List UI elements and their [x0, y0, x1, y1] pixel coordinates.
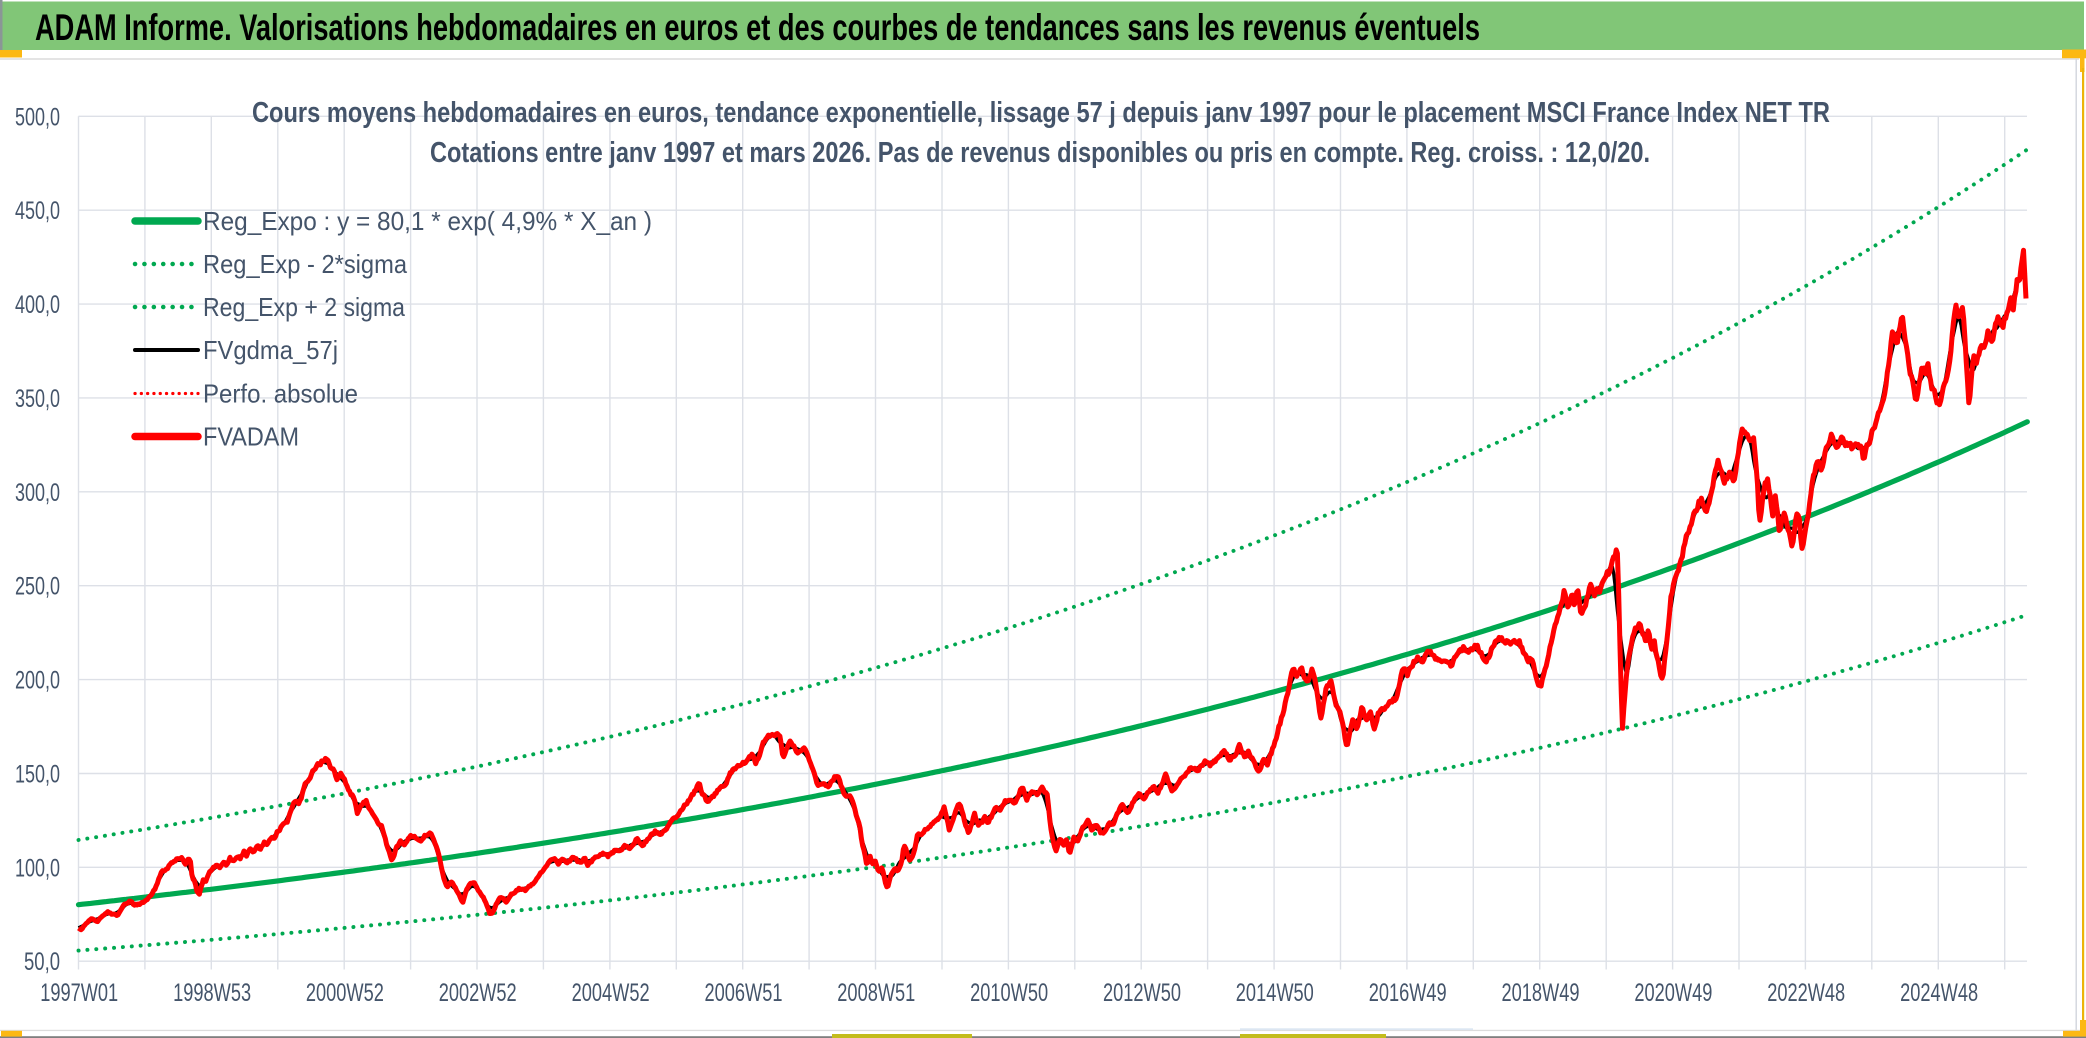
svg-text:150,0: 150,0: [15, 761, 60, 789]
svg-text:Reg_Exp - 2*sigma: Reg_Exp - 2*sigma: [203, 249, 407, 279]
svg-text:2022W48: 2022W48: [1767, 979, 1845, 1007]
svg-text:2006W51: 2006W51: [705, 979, 783, 1007]
svg-text:1997W01: 1997W01: [40, 979, 118, 1007]
svg-text:1998W53: 1998W53: [173, 979, 251, 1007]
svg-text:200,0: 200,0: [15, 667, 60, 695]
svg-text:Reg_Exp + 2 sigma: Reg_Exp + 2 sigma: [203, 292, 405, 322]
svg-text:2018W49: 2018W49: [1502, 979, 1580, 1007]
svg-text:Perfo. absolue: Perfo. absolue: [203, 379, 358, 409]
svg-text:2004W52: 2004W52: [572, 979, 650, 1007]
svg-text:Reg_Expo : y = 80,1 * exp( 4,9: Reg_Expo : y = 80,1 * exp( 4,9% * X_an ): [203, 206, 652, 236]
svg-text:Cours moyens hebdomadaires en: Cours moyens hebdomadaires en euros, ten…: [252, 97, 1830, 129]
svg-text:300,0: 300,0: [15, 479, 60, 507]
svg-text:2016W49: 2016W49: [1369, 979, 1447, 1007]
svg-text:2024W48: 2024W48: [1900, 979, 1978, 1007]
svg-text:FVADAM: FVADAM: [203, 422, 299, 452]
svg-text:2008W51: 2008W51: [837, 979, 915, 1007]
svg-text:2014W50: 2014W50: [1236, 979, 1314, 1007]
svg-text:2012W50: 2012W50: [1103, 979, 1181, 1007]
svg-text:2000W52: 2000W52: [306, 979, 384, 1007]
svg-text:500,0: 500,0: [15, 103, 60, 131]
svg-text:FVgdma_57j: FVgdma_57j: [203, 335, 338, 365]
svg-text:350,0: 350,0: [15, 385, 60, 413]
svg-text:2020W49: 2020W49: [1634, 979, 1712, 1007]
svg-text:50,0: 50,0: [24, 948, 60, 976]
svg-text:2002W52: 2002W52: [439, 979, 517, 1007]
svg-text:450,0: 450,0: [15, 197, 60, 225]
svg-text:2010W50: 2010W50: [970, 979, 1048, 1007]
svg-text:Cotations entre janv 1997 et m: Cotations entre janv 1997 et mars 2026. …: [430, 137, 1650, 169]
svg-text:ADAM Informe. Valorisations he: ADAM Informe. Valorisations hebdomadaire…: [35, 7, 1480, 48]
svg-text:100,0: 100,0: [15, 854, 60, 882]
svg-text:250,0: 250,0: [15, 573, 60, 601]
svg-text:400,0: 400,0: [15, 291, 60, 319]
